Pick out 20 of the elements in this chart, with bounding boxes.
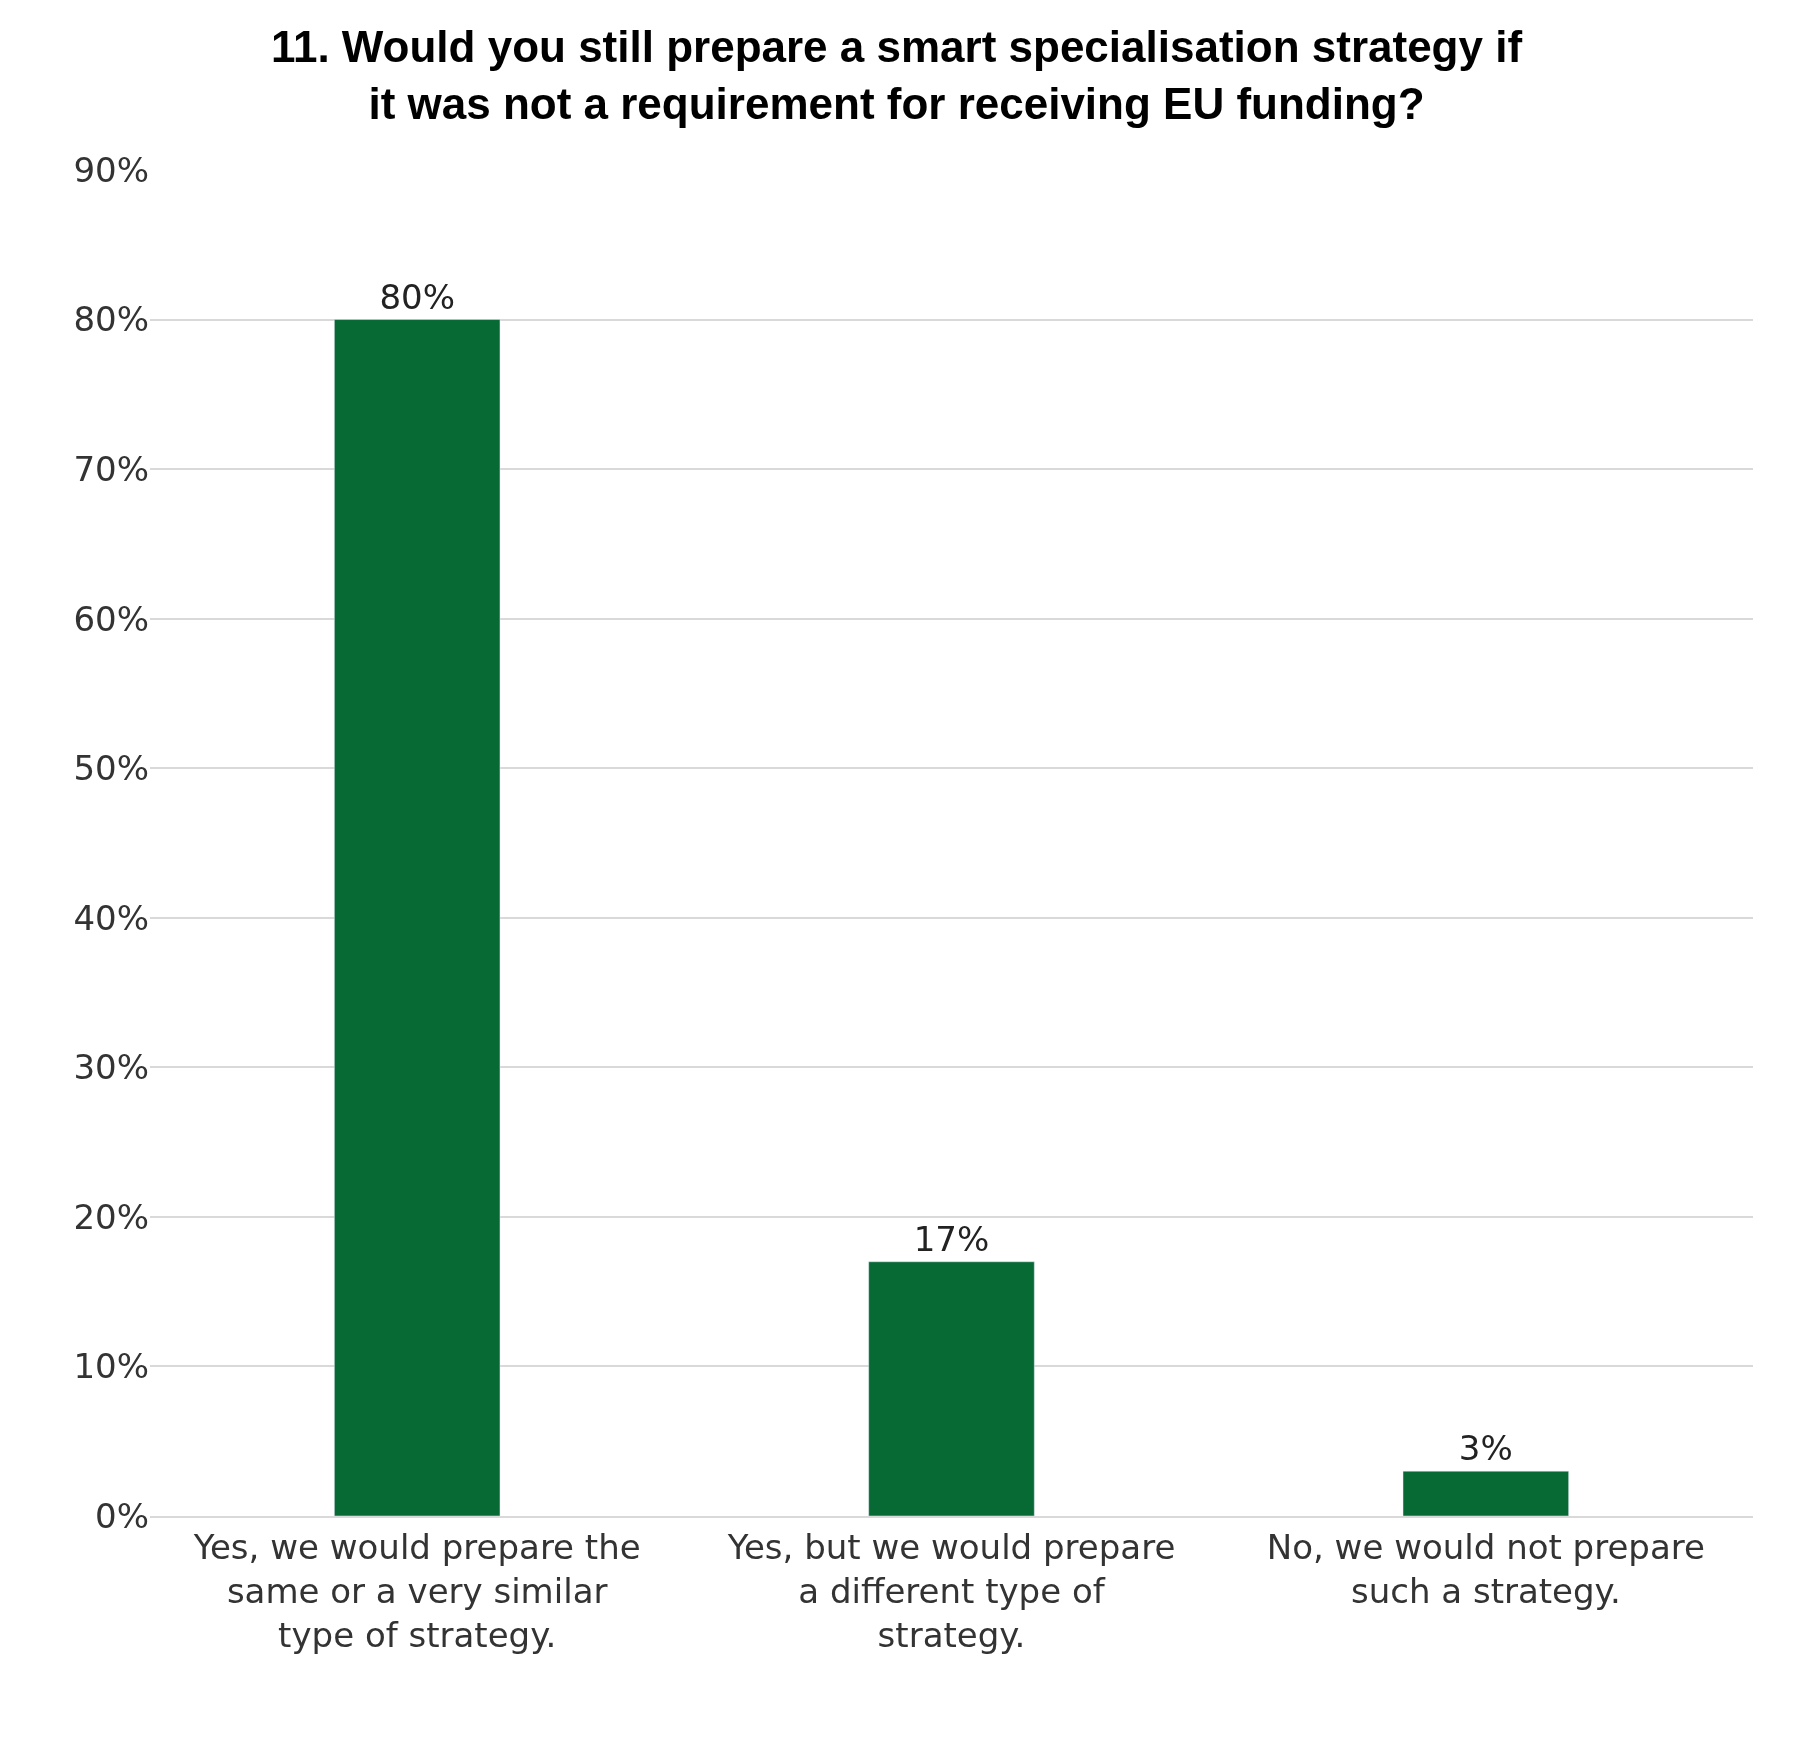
bar bbox=[868, 1261, 1035, 1516]
y-tick-label: 50% bbox=[73, 748, 149, 789]
y-tick-label: 70% bbox=[73, 449, 149, 490]
y-tick-label: 20% bbox=[73, 1196, 149, 1237]
y-tick-label: 40% bbox=[73, 897, 149, 938]
x-tick-label: Yes, we would prepare the same or a very similar type of strategy. bbox=[192, 1526, 641, 1656]
x-tick-label: No, we would not prepare such a strategy. bbox=[1266, 1526, 1705, 1611]
data-label: 3% bbox=[1458, 1428, 1513, 1469]
y-tick-label: 30% bbox=[73, 1047, 149, 1088]
y-tick-label: 60% bbox=[73, 598, 149, 639]
y-tick-label: 90% bbox=[73, 149, 149, 190]
y-tick-label: 10% bbox=[73, 1346, 149, 1387]
y-tick-label: 0% bbox=[95, 1495, 149, 1536]
data-label: 17% bbox=[913, 1218, 990, 1259]
bar bbox=[1402, 1470, 1569, 1516]
chart-title: 11. Would you still prepare a smart specialisation strategy if it was not a requirement for receiving EU funding? bbox=[270, 21, 1523, 128]
data-label: 80% bbox=[379, 276, 455, 317]
bar bbox=[334, 319, 501, 1516]
y-tick-label: 80% bbox=[73, 299, 149, 340]
x-tick-label: Yes, but we would prepare a different type of strategy. bbox=[726, 1526, 1176, 1656]
